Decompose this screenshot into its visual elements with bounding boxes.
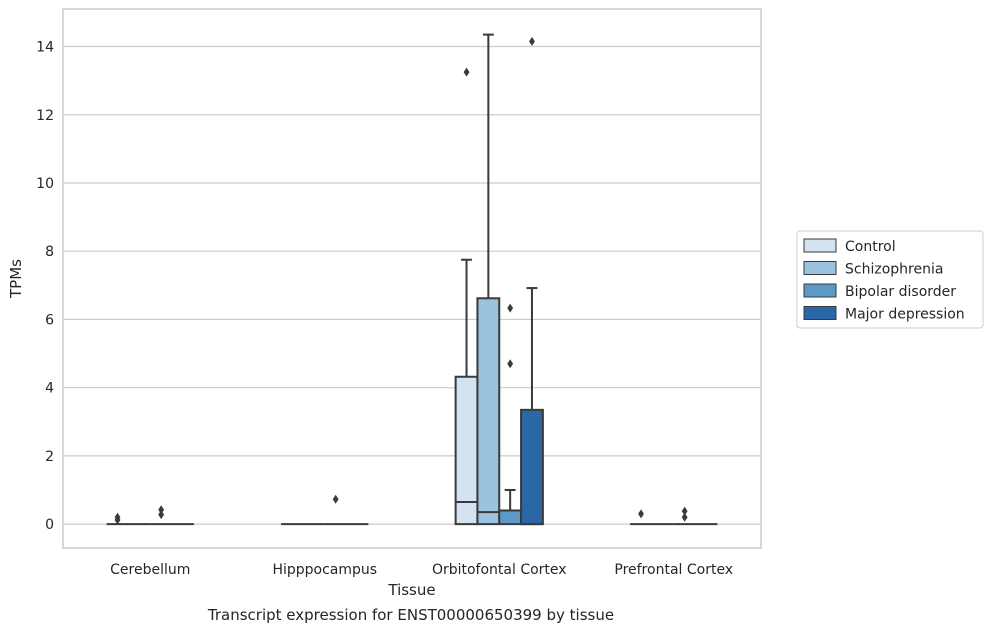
box-group — [520, 36, 544, 526]
box-group — [324, 494, 347, 526]
box-group — [630, 509, 652, 526]
box-group — [454, 67, 479, 526]
legend-swatch — [803, 238, 837, 253]
outlier-point — [158, 510, 165, 520]
x-tick-label: Hipppocampus — [272, 562, 377, 578]
x-tick-label: Orbitofontal Cortex — [432, 562, 567, 578]
outlier-point — [158, 505, 165, 515]
legend-label: Bipolar disorder — [845, 284, 956, 300]
outlier-point — [114, 512, 121, 522]
chart-caption: Transcript expression for ENST0000065039… — [207, 606, 615, 624]
x-tick-label: Cerebellum — [110, 562, 190, 578]
outlier-point — [507, 303, 514, 313]
y-tick-label: 14 — [36, 40, 54, 56]
y-tick-label: 0 — [45, 517, 54, 533]
outlier-point — [463, 67, 470, 77]
legend-label: Control — [845, 239, 896, 255]
y-tick-label: 6 — [45, 312, 54, 328]
legend: Control Schizophrenia Bipolar disorder Majo… — [796, 230, 984, 329]
box-series-layer — [106, 33, 718, 526]
legend-swatch — [803, 283, 837, 298]
y-tick-label: 4 — [45, 381, 54, 397]
outlier-point — [681, 512, 688, 522]
grid-lines — [63, 45, 761, 525]
box-body — [520, 408, 544, 526]
box-group — [476, 33, 501, 526]
plot-frame — [62, 8, 762, 549]
y-axis-ticks: 0 2 4 6 8 10 12 14 — [36, 40, 54, 534]
legend-frame — [796, 230, 984, 329]
x-axis-ticks: Cerebellum Hipppocampus Orbitofontal Corte… — [110, 562, 733, 578]
y-tick-label: 10 — [36, 176, 54, 192]
box-group — [498, 303, 523, 526]
legend-swatch — [803, 261, 837, 275]
box-body — [476, 297, 501, 526]
y-tick-label: 12 — [36, 108, 54, 124]
box-body — [498, 509, 523, 526]
x-tick-label: Prefrontal Cortex — [614, 562, 733, 578]
y-axis-label: TPMs — [7, 259, 25, 299]
y-tick-label: 2 — [45, 449, 54, 465]
legend-label: Major depression — [845, 307, 965, 323]
outlier-point — [332, 494, 339, 504]
y-tick-label: 8 — [45, 244, 54, 260]
legend-label: Schizophrenia — [845, 262, 943, 278]
outlier-point — [529, 36, 535, 46]
legend-swatch — [803, 306, 837, 320]
box-group — [106, 512, 129, 526]
box-group — [673, 506, 696, 526]
outlier-point — [507, 359, 514, 369]
outlier-point — [638, 509, 644, 519]
box-group — [150, 505, 173, 526]
outlier-point — [681, 506, 688, 516]
x-axis-label: Tissue — [387, 581, 435, 599]
